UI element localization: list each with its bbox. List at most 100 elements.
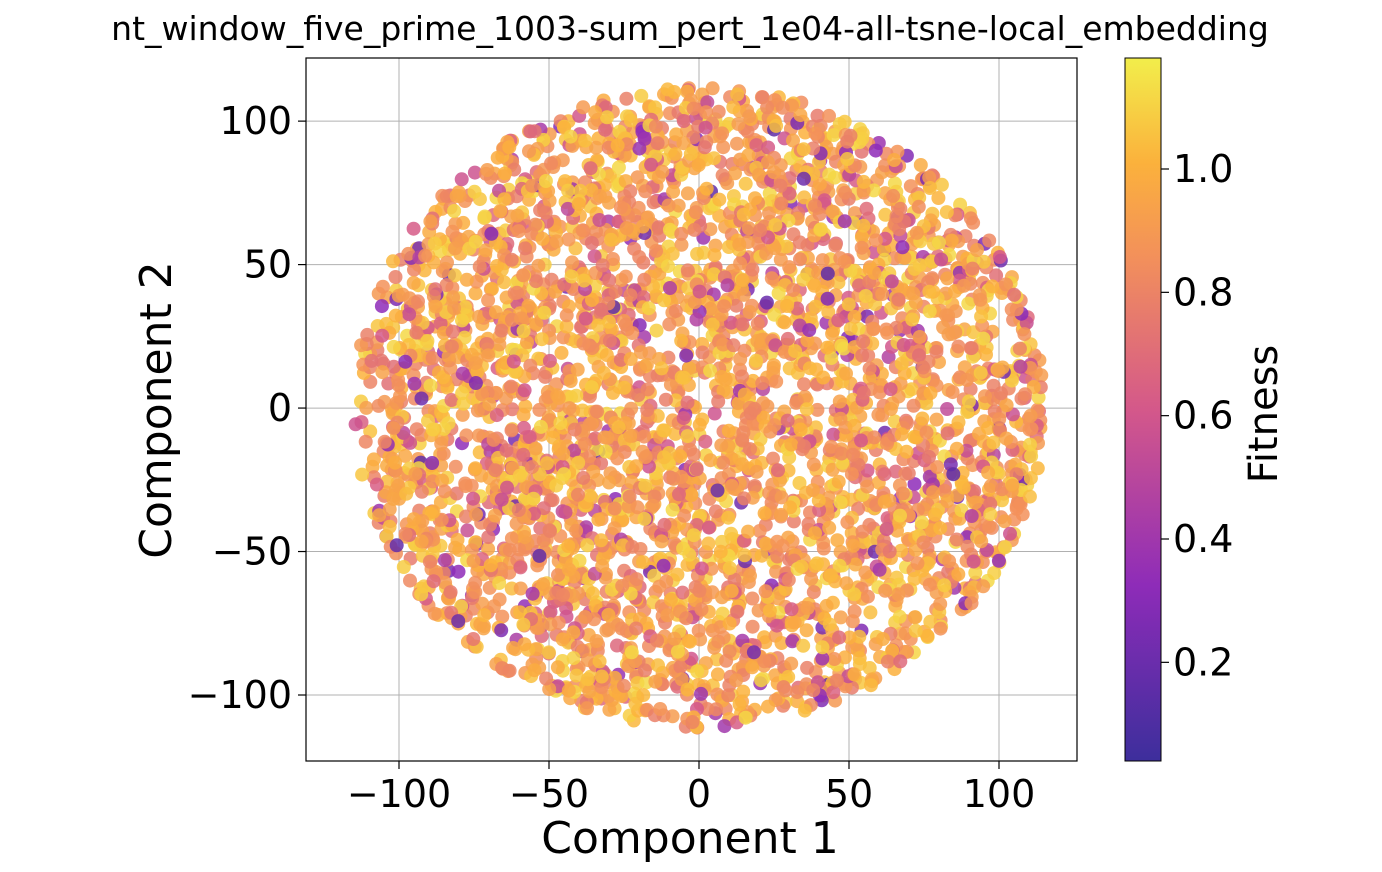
scatter-point (724, 315, 738, 330)
scatter-point (709, 702, 724, 717)
scatter-point (516, 447, 531, 462)
scatter-point (679, 348, 694, 363)
scatter-point (771, 591, 785, 606)
scatter-point (466, 632, 481, 646)
scatter-point (594, 302, 609, 317)
scatter-point (716, 337, 731, 352)
scatter-point (604, 232, 618, 247)
scatter-point (745, 619, 760, 634)
scatter-point (738, 710, 753, 725)
scatter-point (576, 336, 591, 351)
scatter-point (566, 625, 581, 640)
scatter-point (945, 385, 960, 400)
scatter-point (528, 217, 543, 232)
scatter-point (695, 345, 710, 360)
scatter-point (598, 122, 613, 137)
scatter-point (511, 224, 526, 239)
scatter-point (499, 443, 514, 458)
scatter-point (934, 177, 949, 192)
scatter-point (516, 324, 531, 338)
scatter-point (592, 654, 607, 669)
scatter-point (443, 360, 458, 375)
scatter-point (398, 527, 413, 541)
scatter-point (459, 428, 474, 443)
scatter-point (364, 353, 379, 368)
scatter-point (793, 422, 808, 437)
scatter-point (736, 287, 751, 302)
scatter-point (510, 208, 525, 223)
scatter-point (641, 301, 656, 316)
scatter-point (414, 534, 429, 549)
scatter-point (914, 515, 929, 530)
scatter-point (423, 214, 438, 229)
scatter-point (1003, 526, 1017, 541)
scatter-point (402, 307, 417, 322)
scatter-point (680, 429, 695, 444)
scatter-point (994, 386, 1008, 401)
scatter-point (487, 599, 501, 614)
scatter-point (878, 207, 893, 222)
scatter-point (654, 361, 669, 376)
scatter-point (386, 421, 401, 436)
scatter-point (652, 579, 667, 594)
scatter-point (757, 506, 772, 521)
scatter-point (908, 295, 923, 310)
scatter-point (623, 288, 638, 303)
scatter-point (674, 226, 689, 241)
scatter-point (538, 369, 553, 384)
scatter-point (769, 618, 784, 633)
scatter-point (677, 370, 691, 385)
scatter-point (467, 184, 482, 199)
scatter-point (894, 543, 909, 558)
scatter-point (454, 599, 469, 614)
scatter-point (408, 466, 423, 481)
scatter-point (761, 140, 776, 155)
scatter-point (428, 299, 443, 314)
scatter-point (382, 519, 397, 534)
scatter-point (632, 250, 647, 264)
scatter-point (736, 425, 751, 440)
scatter-point (877, 467, 892, 482)
scatter-point (582, 417, 597, 432)
scatter-point (847, 418, 862, 433)
y-axis-ticks: −100 −50 0 50 100 (188, 99, 306, 717)
scatter-point (676, 114, 691, 128)
scatter-point (661, 259, 675, 274)
scatter-point (638, 184, 653, 199)
scatter-point (753, 223, 768, 238)
scatter-point (689, 312, 704, 327)
scatter-point (589, 224, 604, 239)
scatter-point (504, 252, 519, 267)
scatter-point (602, 702, 617, 717)
scatter-point (680, 186, 695, 201)
scatter-point (992, 412, 1007, 427)
scatter-point (966, 554, 981, 569)
scatter-point (909, 225, 924, 240)
scatter-point (846, 538, 861, 553)
scatter-point (735, 457, 750, 472)
scatter-point (973, 292, 988, 307)
scatter-point (676, 411, 691, 426)
scatter-point (597, 430, 612, 445)
scatter-point (665, 246, 680, 261)
scatter-point (831, 313, 846, 328)
scatter-point (694, 686, 708, 701)
scatter-point (657, 293, 672, 308)
scatter-point (359, 400, 374, 415)
scatter-point (580, 538, 595, 553)
scatter-point (968, 565, 983, 580)
scatter-point (895, 240, 910, 255)
scatter-point (649, 323, 664, 338)
scatter-point (699, 181, 714, 196)
scatter-point (784, 656, 799, 671)
scatter-point (468, 461, 483, 476)
scatter-point (528, 441, 543, 456)
scatter-point (422, 554, 437, 569)
scatter-point (829, 673, 844, 688)
scatter-point (907, 610, 922, 625)
scatter-point (348, 417, 363, 432)
scatter-point (653, 702, 668, 716)
scatter-point (816, 541, 831, 556)
scatter-point (768, 218, 783, 232)
scatter-point (648, 674, 663, 689)
